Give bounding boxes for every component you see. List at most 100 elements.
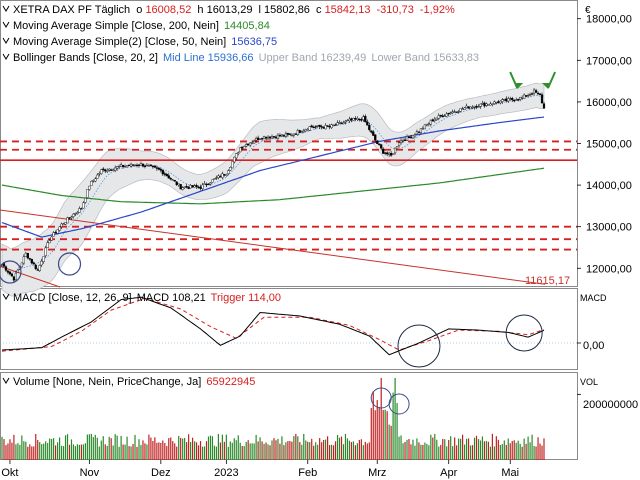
candle-body bbox=[417, 131, 421, 133]
candle-body bbox=[392, 153, 395, 156]
macd-legend: MACD [Close, 12, 26, 9] MACD 108,21 Trig… bbox=[2, 292, 607, 352]
candle-body bbox=[336, 122, 339, 126]
candle-body bbox=[120, 164, 123, 167]
candle-body bbox=[433, 118, 436, 121]
candle-body bbox=[189, 185, 192, 189]
candle-body bbox=[108, 168, 111, 171]
candle-body bbox=[125, 165, 129, 168]
candle-body bbox=[469, 106, 472, 110]
candle-body bbox=[245, 144, 248, 147]
candle-body bbox=[316, 125, 319, 127]
candle-body bbox=[231, 161, 234, 169]
collapse-icon[interactable] bbox=[2, 5, 10, 12]
price-tick-label: 13000,00 bbox=[586, 222, 632, 234]
candle-body bbox=[376, 140, 379, 144]
candle-body bbox=[538, 93, 542, 96]
candle-body bbox=[233, 156, 236, 163]
candle-body bbox=[401, 140, 405, 142]
candle-body bbox=[8, 271, 12, 275]
candle-body bbox=[66, 217, 69, 224]
candle-body bbox=[211, 179, 214, 183]
candle-body bbox=[459, 108, 462, 112]
candle-body bbox=[253, 140, 256, 144]
x-tick-label: Dez bbox=[151, 467, 171, 479]
candle-body bbox=[493, 101, 496, 104]
candle-body bbox=[521, 97, 524, 99]
candle-body bbox=[205, 183, 208, 186]
candle-body bbox=[143, 165, 147, 167]
candle-body bbox=[304, 129, 307, 132]
trendline bbox=[0, 209, 546, 285]
candle-body bbox=[356, 118, 359, 121]
candle-body bbox=[118, 166, 121, 168]
candle-body bbox=[457, 111, 460, 113]
candle-body bbox=[26, 252, 29, 259]
candle-body bbox=[350, 118, 353, 121]
candle-body bbox=[507, 98, 510, 102]
candle-body bbox=[409, 136, 413, 139]
candle-body bbox=[344, 120, 347, 123]
candle-body bbox=[34, 264, 37, 270]
candle-body bbox=[181, 187, 184, 190]
candle-body bbox=[44, 247, 47, 256]
candle-body bbox=[481, 103, 484, 105]
candle-body bbox=[314, 126, 317, 128]
collapse-icon[interactable] bbox=[2, 21, 10, 28]
candle-body bbox=[390, 153, 393, 156]
candle-body bbox=[147, 165, 151, 167]
candle-body bbox=[149, 164, 153, 166]
candle-body bbox=[167, 175, 170, 179]
candle-body bbox=[185, 186, 188, 188]
candle-body bbox=[525, 95, 528, 97]
candle-body bbox=[405, 136, 409, 141]
candle-body bbox=[68, 217, 71, 219]
candle-body bbox=[264, 136, 268, 139]
candle-body bbox=[123, 165, 127, 168]
candle-body bbox=[38, 265, 41, 272]
candle-body bbox=[70, 216, 73, 219]
arrow-head bbox=[542, 83, 550, 89]
collapse-icon[interactable] bbox=[2, 37, 10, 44]
candle-body bbox=[127, 164, 131, 166]
candle-body bbox=[443, 115, 446, 117]
candle-body bbox=[72, 213, 75, 217]
candle-body bbox=[12, 276, 16, 281]
ma50-legend: Moving Average Simple(2) [Close, 50, Nei… bbox=[13, 36, 277, 48]
candle-body bbox=[133, 164, 137, 167]
collapse-icon[interactable] bbox=[2, 377, 10, 384]
candle-body bbox=[519, 97, 522, 100]
candle-body bbox=[489, 103, 492, 106]
candle-body bbox=[213, 178, 216, 180]
candle-body bbox=[195, 185, 198, 188]
candle-body bbox=[114, 167, 117, 171]
x-tick-label: Feb bbox=[298, 467, 317, 479]
candle-body bbox=[310, 125, 313, 128]
candle-body bbox=[173, 180, 176, 182]
candle-body bbox=[229, 167, 232, 171]
candle-body bbox=[207, 183, 210, 185]
collapse-icon[interactable] bbox=[2, 293, 10, 300]
candle-body bbox=[372, 131, 375, 136]
axis-layer: 18000,00 17000,00 16000,00 15000,00 14000,00… bbox=[1, 14, 632, 479]
annotation-circle bbox=[0, 260, 22, 284]
trendline bbox=[0, 265, 61, 288]
candle-body bbox=[473, 106, 476, 108]
candle-body bbox=[36, 269, 39, 271]
macd-layer bbox=[0, 296, 581, 368]
candle-body bbox=[102, 168, 105, 170]
x-tick-label: Nov bbox=[80, 467, 100, 479]
candle-body bbox=[288, 133, 291, 135]
candle-body bbox=[491, 103, 494, 105]
candle-body bbox=[382, 148, 385, 154]
candle-body bbox=[52, 232, 55, 237]
candle-body bbox=[517, 99, 520, 101]
candle-body bbox=[227, 170, 230, 174]
candle-body bbox=[308, 126, 311, 131]
price-legend: XETRA DAX PF Täglich o 16008,52 h 16013,… bbox=[2, 4, 591, 287]
collapse-icon[interactable] bbox=[2, 53, 10, 60]
candle-body bbox=[429, 120, 432, 125]
price-tick-label: 17000,00 bbox=[586, 55, 632, 67]
candle-body bbox=[328, 126, 331, 128]
candle-body bbox=[110, 169, 113, 171]
candle-body bbox=[100, 169, 103, 174]
